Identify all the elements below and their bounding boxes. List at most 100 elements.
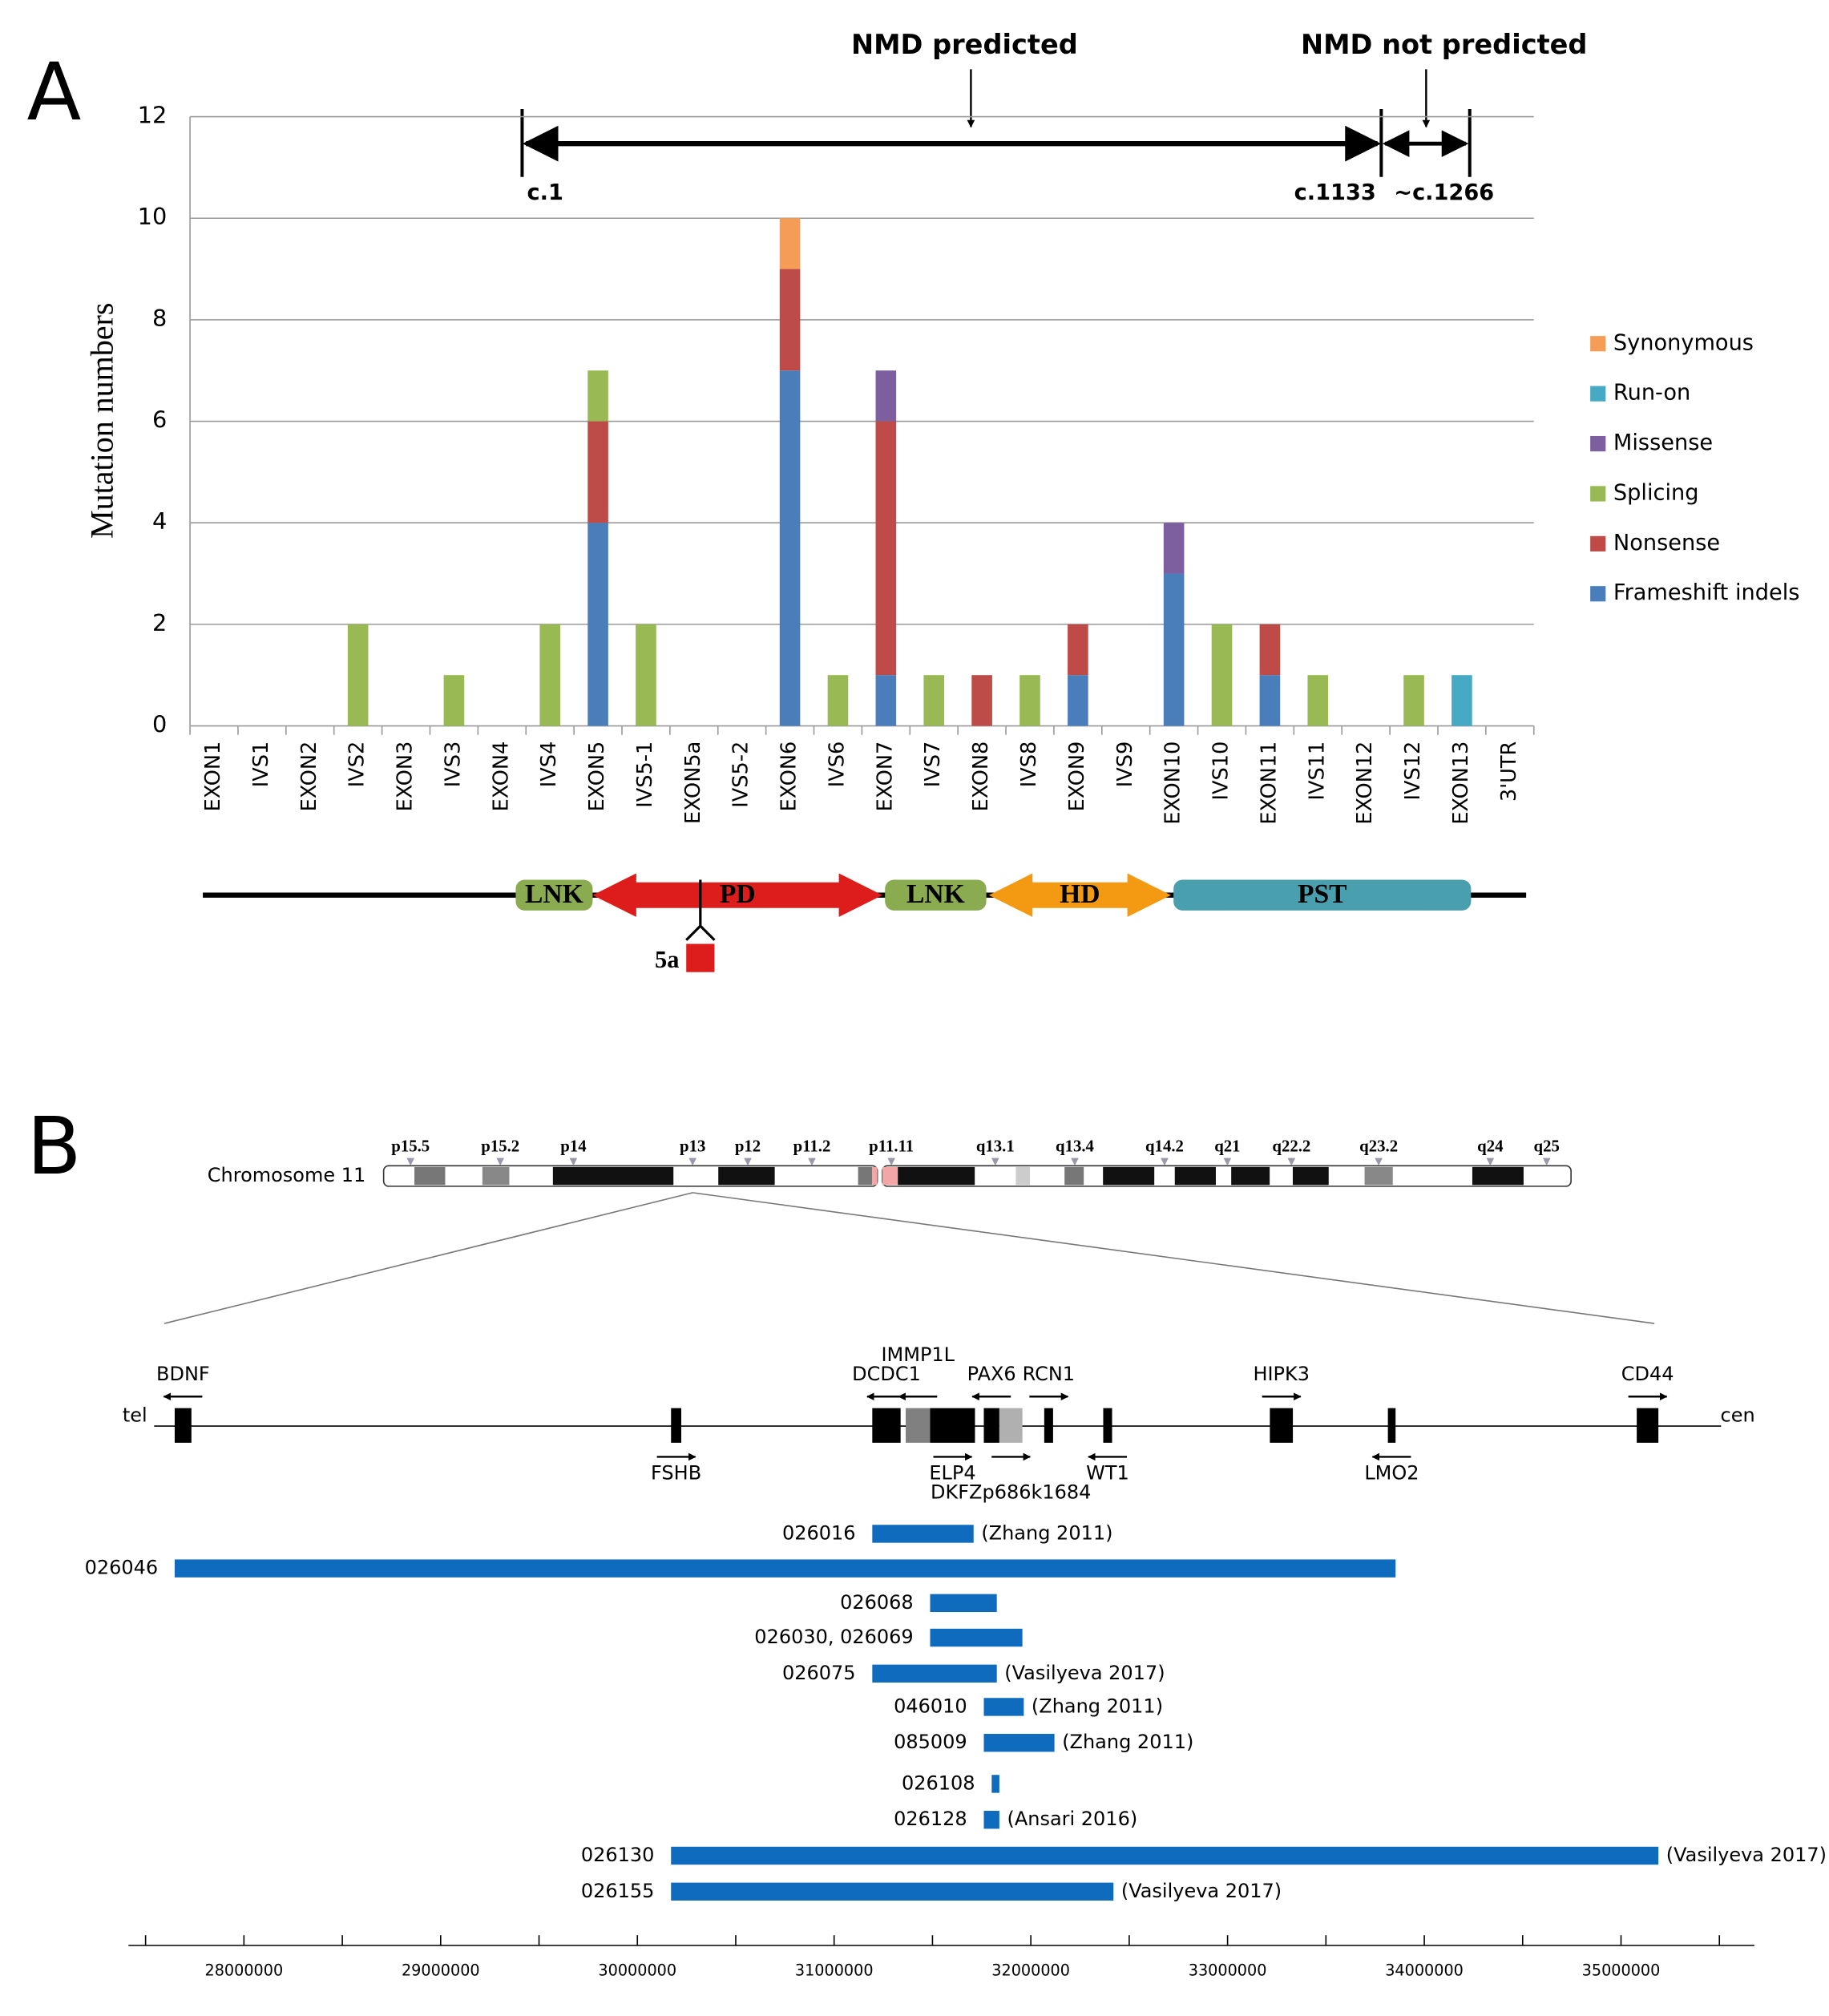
x-tick-label: IVS11 xyxy=(1305,741,1329,801)
deletion-label: 026068 xyxy=(840,1591,914,1614)
deletion-note: (Vasilyeva 2017) xyxy=(1121,1880,1282,1902)
chromosome-band xyxy=(1364,1166,1393,1186)
y-tick-label: 8 xyxy=(152,305,167,332)
legend-label: Synonymous xyxy=(1613,330,1754,355)
domain-label: PD xyxy=(720,879,756,909)
x-tick-label: EXON8 xyxy=(969,741,993,812)
gene-label: CD44 xyxy=(1621,1363,1674,1385)
gene-label: BDNF xyxy=(156,1363,210,1385)
band-marker xyxy=(1161,1157,1169,1166)
domain-label: PST xyxy=(1298,879,1347,909)
band-label: q23.2 xyxy=(1359,1137,1398,1156)
x-tick-label: IVS2 xyxy=(345,741,369,788)
chromosome-band xyxy=(882,1166,898,1186)
bar-segment xyxy=(347,624,369,726)
gene xyxy=(930,1408,975,1443)
x-tick-label: 28000000 xyxy=(205,1961,284,1980)
domain xyxy=(885,879,987,911)
x-tick-label: IVS3 xyxy=(441,741,465,788)
bar-segment xyxy=(1068,675,1088,726)
x-tick-label: EXON13 xyxy=(1449,741,1473,825)
legend-label: Run-on xyxy=(1613,381,1690,406)
x-tick-label: EXON2 xyxy=(297,741,321,812)
chromosome-band xyxy=(1292,1166,1329,1186)
annotation: ~c.1266 xyxy=(1394,180,1494,205)
chromosome-band xyxy=(898,1166,975,1186)
chromosome-label: Chromosome 11 xyxy=(208,1164,365,1186)
x-tick-label: IVS10 xyxy=(1209,741,1233,801)
y-axis-title: Mutation numbers xyxy=(84,303,120,539)
x-tick-label: IVS1 xyxy=(249,741,273,788)
deletion-bar xyxy=(991,1775,999,1793)
chromosome-band xyxy=(872,1166,878,1186)
deletion-label: 085009 xyxy=(894,1731,967,1753)
legend-swatch xyxy=(1590,486,1606,502)
x-tick-label: IVS12 xyxy=(1401,741,1425,801)
bar-segment xyxy=(923,675,945,726)
band-marker xyxy=(887,1157,896,1166)
gene-label: LMO2 xyxy=(1364,1461,1419,1484)
band-label: p15.2 xyxy=(481,1137,519,1156)
gene xyxy=(174,1408,192,1443)
gene xyxy=(1637,1408,1659,1443)
gene xyxy=(872,1408,901,1443)
chromosome-band xyxy=(552,1166,674,1186)
bar-segment xyxy=(1163,573,1185,726)
domain xyxy=(988,873,1171,917)
gene xyxy=(1387,1408,1396,1443)
band-label: q13.1 xyxy=(976,1137,1015,1156)
zoom-lines xyxy=(164,1192,1655,1324)
bar-segment xyxy=(587,370,608,422)
gene xyxy=(671,1408,681,1443)
x-tick-label: EXON11 xyxy=(1257,741,1281,825)
y-tick-label: 12 xyxy=(138,102,168,129)
deletion-bar xyxy=(983,1811,999,1829)
band-label: q24 xyxy=(1477,1137,1503,1156)
deletion-bar xyxy=(872,1525,974,1543)
x-tick-label: 31000000 xyxy=(795,1961,874,1980)
deletion-bar xyxy=(983,1698,1024,1716)
deletion-label: 026155 xyxy=(581,1880,655,1902)
bar-segment xyxy=(443,675,465,726)
deletion-label: 026130 xyxy=(581,1844,655,1866)
x-tick-label: EXON1 xyxy=(201,741,225,812)
y-tick-label: 0 xyxy=(152,711,167,738)
y-tick-label: 6 xyxy=(152,406,167,434)
band-marker xyxy=(1375,1157,1383,1166)
domain xyxy=(1173,879,1472,911)
legend-label: Splicing xyxy=(1613,480,1699,505)
bar-segment xyxy=(1259,675,1281,726)
annotation: c.1 xyxy=(527,180,563,205)
deletion-bar xyxy=(174,1559,1396,1578)
band-marker xyxy=(688,1157,697,1166)
bar-segment xyxy=(779,269,801,371)
y-tick-label: 2 xyxy=(152,609,167,636)
bar-segment xyxy=(1163,523,1185,574)
inset-label: 5a xyxy=(655,946,679,973)
chromosome-band xyxy=(718,1166,775,1186)
deletion-note: (Vasilyeva 2017) xyxy=(1666,1844,1827,1866)
x-tick-label: 35000000 xyxy=(1582,1961,1661,1980)
band-marker xyxy=(1287,1157,1296,1166)
deletion-note: (Zhang 2011) xyxy=(981,1521,1112,1544)
x-tick-label: IVS4 xyxy=(537,741,561,788)
deletion-label: 026046 xyxy=(85,1557,159,1579)
x-tick-label: EXON9 xyxy=(1065,741,1089,812)
deletion-bar xyxy=(671,1846,1659,1865)
x-tick-label: IVS7 xyxy=(921,741,945,788)
bar-segment xyxy=(1019,675,1040,726)
band-marker xyxy=(808,1157,816,1166)
x-tick-label: EXON3 xyxy=(394,741,418,812)
domain-label: LNK xyxy=(525,879,583,909)
legend-label: Missense xyxy=(1613,430,1713,455)
band-marker xyxy=(1223,1157,1232,1166)
band-label: p11.2 xyxy=(793,1137,831,1156)
gene-label: WT1 xyxy=(1086,1461,1129,1484)
chromosome-band xyxy=(1015,1166,1030,1186)
bar-segment xyxy=(1068,624,1088,676)
band-marker xyxy=(496,1157,505,1166)
x-tick-label: EXON12 xyxy=(1353,741,1377,825)
end-label: cen xyxy=(1721,1404,1755,1426)
legend-swatch xyxy=(1590,435,1606,452)
